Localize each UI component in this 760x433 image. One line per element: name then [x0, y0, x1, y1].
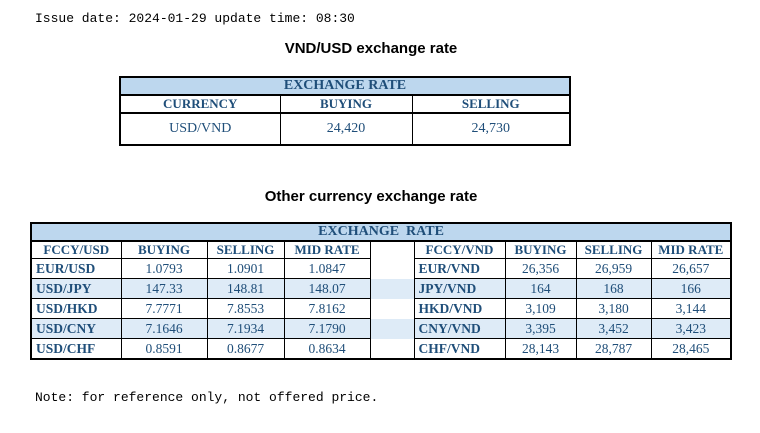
usd-table-band-title: EXCHANGE RATE — [119, 76, 571, 96]
usd-table-band-row: EXCHANGE RATE — [119, 76, 571, 96]
rate-value-cell: 3,423 — [650, 318, 732, 339]
rate-value-cell: 3,180 — [575, 298, 652, 319]
rate-value-cell: 1.0793 — [120, 258, 208, 279]
rate-value-cell: 168 — [575, 278, 652, 299]
currency-pair-cell: HKD/VND — [413, 298, 506, 319]
note-line: Note: for reference only, not offered pr… — [35, 390, 379, 405]
table-row: USD/VND 24,420 24,730 — [119, 112, 571, 146]
currency-pair-cell: USD/HKD — [30, 298, 122, 319]
gap-cell — [369, 298, 415, 319]
currency-pair-cell: EUR/VND — [413, 258, 506, 279]
rate-value-cell: 3,109 — [504, 298, 577, 319]
rate-value-cell: 1.0847 — [283, 258, 371, 279]
currency-pair-cell: CHF/VND — [413, 338, 506, 360]
other-exchange-table: EXCHANGE RATE FCCY/USD BUYING SELLING MI… — [30, 222, 733, 360]
rate-value-cell: 0.8591 — [120, 338, 208, 360]
rate-value-cell: 7.8553 — [206, 298, 285, 319]
rate-value-cell: 148.81 — [206, 278, 285, 299]
rate-value-cell: 28,465 — [650, 338, 732, 360]
currency-pair-cell: USD/CHF — [30, 338, 122, 360]
usd-table-title: VND/USD exchange rate — [284, 40, 458, 57]
rate-value-cell: 28,143 — [504, 338, 577, 360]
rate-value-cell: 26,657 — [650, 258, 732, 279]
table-row: USD/HKD 7.7771 7.8553 7.8162 HKD/VND 3,109 3,1… — [30, 298, 732, 319]
rate-value-cell: 164 — [504, 278, 577, 299]
rate-value-cell: 166 — [650, 278, 732, 299]
rate-value-cell: 0.8677 — [206, 338, 285, 360]
other-table-body: EUR/USD 1.0793 1.0901 1.0847 EUR/VND 26,356 26… — [30, 258, 732, 360]
column-header-selling: SELLING — [411, 94, 571, 114]
rate-value-cell: 28,787 — [575, 338, 652, 360]
column-header-midrate-usd: MID RATE — [283, 240, 371, 259]
rate-value-cell: 7.1646 — [120, 318, 208, 339]
column-header-buying-usd: BUYING — [120, 240, 208, 259]
rate-value-cell: 24,420 — [279, 112, 413, 146]
rate-value-cell: 7.7771 — [120, 298, 208, 319]
currency-pair-cell: USD/JPY — [30, 278, 122, 299]
rate-value-cell: 3,452 — [575, 318, 652, 339]
rate-value-cell: 24,730 — [411, 112, 571, 146]
rate-value-cell: 1.0901 — [206, 258, 285, 279]
other-table-header-row: FCCY/USD BUYING SELLING MID RATE FCCY/VN… — [30, 240, 732, 259]
rate-value-cell: 7.1790 — [283, 318, 371, 339]
gap-cell — [369, 258, 415, 279]
rate-value-cell: 26,959 — [575, 258, 652, 279]
usd-table-body: USD/VND 24,420 24,730 — [119, 112, 571, 146]
table-row: USD/CNY 7.1646 7.1934 7.1790 CNY/VND 3,395 3,4… — [30, 318, 732, 339]
other-table-title: Other currency exchange rate — [264, 188, 478, 205]
column-header-buying: BUYING — [279, 94, 413, 114]
column-header-fccy-usd: FCCY/USD — [30, 240, 122, 259]
column-header-midrate-vnd: MID RATE — [650, 240, 732, 259]
currency-pair-cell: USD/CNY — [30, 318, 122, 339]
rate-value-cell: 147.33 — [120, 278, 208, 299]
column-header-currency: CURRENCY — [119, 94, 281, 114]
rate-value-cell: 3,144 — [650, 298, 732, 319]
issue-date-line: Issue date: 2024-01-29 update time: 08:3… — [35, 11, 355, 26]
usd-table-header-row: CURRENCY BUYING SELLING — [119, 94, 571, 114]
usd-exchange-table: EXCHANGE RATE CURRENCY BUYING SELLING US… — [119, 76, 571, 146]
gap-header-cell — [369, 241, 415, 259]
column-header-selling-vnd: SELLING — [575, 240, 652, 259]
gap-cell — [369, 338, 415, 359]
gap-cell — [369, 318, 415, 339]
other-table-band-row: EXCHANGE RATE — [30, 222, 732, 242]
rate-value-cell: USD/VND — [119, 112, 281, 146]
table-row: USD/CHF 0.8591 0.8677 0.8634 CHF/VND 28,143 28… — [30, 338, 732, 360]
column-header-buying-vnd: BUYING — [504, 240, 577, 259]
rate-value-cell: 26,356 — [504, 258, 577, 279]
column-header-fccy-vnd: FCCY/VND — [413, 240, 506, 259]
rate-value-cell: 7.8162 — [283, 298, 371, 319]
gap-cell — [369, 278, 415, 299]
rate-value-cell: 148.07 — [283, 278, 371, 299]
currency-pair-cell: EUR/USD — [30, 258, 122, 279]
other-table-band-title: EXCHANGE RATE — [30, 222, 732, 242]
table-row: EUR/USD 1.0793 1.0901 1.0847 EUR/VND 26,356 26… — [30, 258, 732, 279]
currency-pair-cell: CNY/VND — [413, 318, 506, 339]
rate-value-cell: 3,395 — [504, 318, 577, 339]
table-row: USD/JPY 147.33 148.81 148.07 JPY/VND 164 168 16… — [30, 278, 732, 299]
column-header-selling-usd: SELLING — [206, 240, 285, 259]
currency-pair-cell: JPY/VND — [413, 278, 506, 299]
rate-value-cell: 0.8634 — [283, 338, 371, 360]
rate-value-cell: 7.1934 — [206, 318, 285, 339]
